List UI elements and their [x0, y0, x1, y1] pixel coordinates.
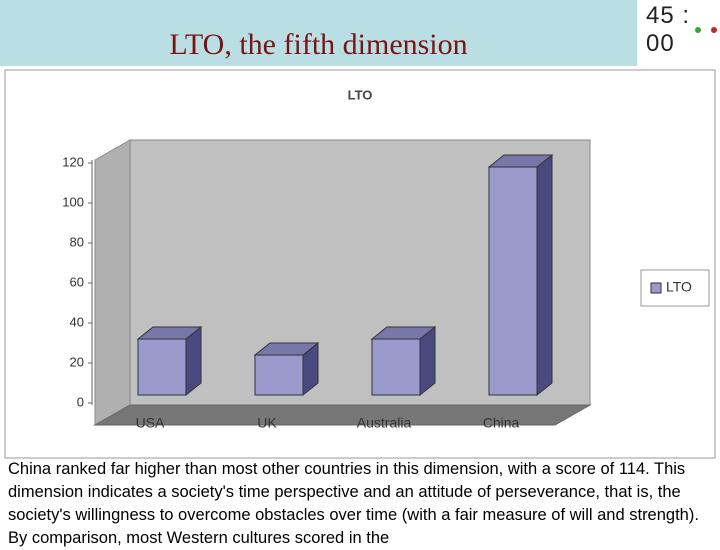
bar: [371, 338, 421, 396]
y-tick-label: 60: [70, 274, 84, 289]
y-tick-label: 100: [62, 194, 84, 209]
x-tick-label: Australia: [357, 415, 412, 431]
x-tick-label: USA: [136, 415, 165, 431]
title-band: [0, 0, 637, 66]
bar: [488, 166, 538, 396]
slide-title: LTO, the fifth dimension: [169, 28, 468, 61]
bar: [137, 338, 187, 396]
legend-swatch: [650, 282, 662, 294]
y-tick-label: 80: [70, 234, 84, 249]
y-tick-label: 40: [70, 314, 84, 329]
timer-dot: [695, 27, 701, 33]
y-tick-label: 0: [77, 394, 84, 409]
timer-dot: [711, 27, 717, 33]
timer: 45 : 00: [646, 2, 691, 57]
chart-title: LTO: [348, 87, 373, 102]
bar: [254, 354, 304, 396]
legend-label: LTO: [666, 279, 692, 295]
bar-side: [536, 153, 553, 397]
floor: [93, 404, 592, 426]
y-tick-label: 120: [62, 154, 84, 169]
chart: LTO 0 20 40 60 80 100 120 USA UK Australia China LT…: [4, 69, 716, 459]
y-tick-label: 20: [70, 354, 84, 369]
x-tick-label: China: [483, 415, 520, 431]
body-text: China ranked far higher than most other …: [8, 460, 699, 547]
legend-box: [640, 269, 710, 307]
x-tick-label: UK: [257, 415, 277, 431]
side-wall: [94, 139, 131, 426]
